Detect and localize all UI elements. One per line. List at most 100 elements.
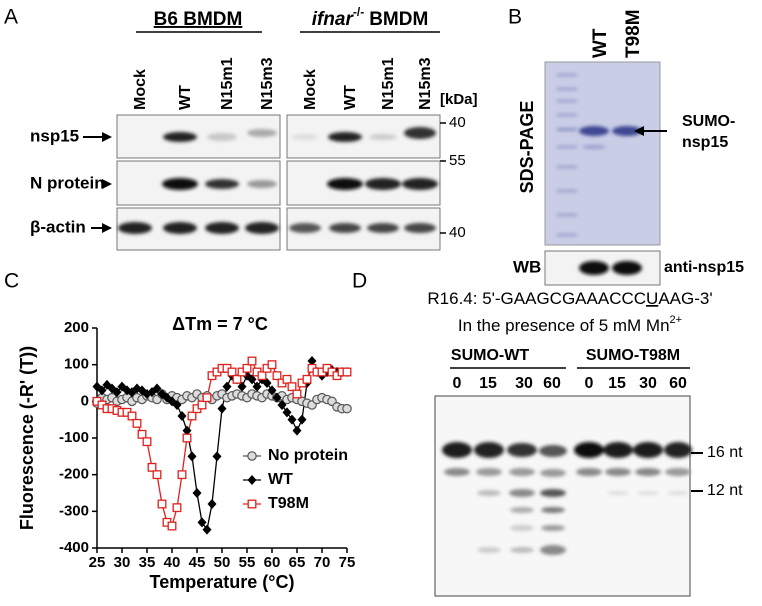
data-point [287,414,297,425]
data-point [227,367,237,377]
data-point [252,381,262,392]
time-label: 60 [543,375,561,392]
data-point [177,411,187,421]
data-point [237,381,247,392]
gel-bands [442,442,692,555]
data-point [292,425,302,436]
data-point [172,503,182,513]
data-point [342,403,352,414]
data-point [242,363,252,373]
time-label: 0 [585,375,594,392]
condition-superscript: 2+ [670,314,683,326]
x-tick-label: 75 [339,554,356,571]
time-label: 0 [453,375,462,392]
x-tick-label: 50 [214,554,231,571]
data-point [157,499,167,509]
data-point [272,371,282,381]
time-label: 30 [515,375,533,392]
legend-label: WT [268,471,293,488]
condition-text: In the presence of 5 mM Mn [458,316,670,335]
blot-label: WB [513,257,541,276]
row-label: β-actin [30,217,86,236]
arrow-head [102,132,112,142]
gel [434,395,691,597]
data-point [282,374,292,384]
data-point [142,437,152,447]
blot-bands [579,261,642,275]
data-point [192,488,202,498]
y-tick-label: 0 [81,392,89,409]
group-label: SUMO-T98M [586,347,680,364]
legend-label: T98M [268,495,309,512]
time-label: 60 [669,375,687,392]
method-label: SDS-PAGE [517,101,537,194]
marker-label: 12 nt [707,482,743,499]
data-point [187,451,197,462]
x-tick-label: 70 [314,554,331,571]
data-point [342,367,352,377]
x-tick-label: 35 [139,554,156,571]
time-label: 15 [479,375,497,392]
data-point [197,400,207,410]
y-tick-label: -300 [59,502,89,519]
antibody-label: anti-nsp15 [664,259,744,276]
data-point [177,470,187,480]
legend-marker [247,451,257,461]
x-tick-label: 45 [189,554,206,571]
lane-label: WT [590,28,611,58]
data-point [137,429,147,439]
gel-bands [557,74,642,236]
data-point [182,433,192,443]
data-point [132,418,142,428]
data-point [222,381,232,392]
data-point [257,371,267,381]
data-point [112,387,122,398]
annotation: ΔTm = 7 °C [172,314,268,334]
row-label: nsp15 [30,126,79,145]
substrate-label: R16.4: 5'-GAAGCGAAACCCUAAG-3' [427,289,712,308]
data-point [172,400,182,410]
row-labels: nsp15 N protein β-actin [30,126,112,236]
data-point [202,524,212,535]
header-superscript: -/- [353,5,364,19]
panel-label: A [4,6,18,29]
data-point [287,382,297,392]
arrow-head [634,126,644,136]
x-tick-label: 40 [164,554,181,571]
y-tick-label: -100 [59,429,89,446]
group-label: SUMO-WT [451,347,529,364]
lane-label: T98M [623,9,644,58]
data-point [262,378,272,388]
data-point [197,517,207,528]
blot-bands [118,127,438,234]
lane-label: N15m3 [417,57,434,110]
data-point [277,400,287,410]
arrow-head [102,179,112,189]
data-point [217,403,227,414]
y-tick-label: 100 [64,356,89,373]
data-point [247,356,257,366]
panel-label: B [508,6,522,29]
chart: -400 -300 -200 -100 0 100 200 25 30 35 40 45 50 55 60 6… [17,314,356,592]
data-point [302,374,312,384]
data-point [297,414,307,425]
data-point [167,521,177,531]
y-tick-label: 200 [64,319,89,336]
group-header: ifnar-/- BMDM [312,5,429,30]
data-point [202,393,212,403]
data-point [232,374,242,384]
header-suffix: BMDM [369,9,428,30]
data-point [152,383,162,394]
panel-label: C [4,270,19,293]
x-tick-label: 65 [289,554,306,571]
time-label: 30 [639,375,657,392]
marker-label: 55 [449,152,466,169]
sequence-part: AAG-3' [658,289,712,308]
data-point [187,411,197,421]
unit-label: [kDa] [440,91,478,108]
legend-marker [247,475,257,485]
panel-label: D [352,270,367,293]
series-line [96,359,347,528]
legend-marker [247,499,257,509]
x-tick-label: 25 [89,554,106,571]
